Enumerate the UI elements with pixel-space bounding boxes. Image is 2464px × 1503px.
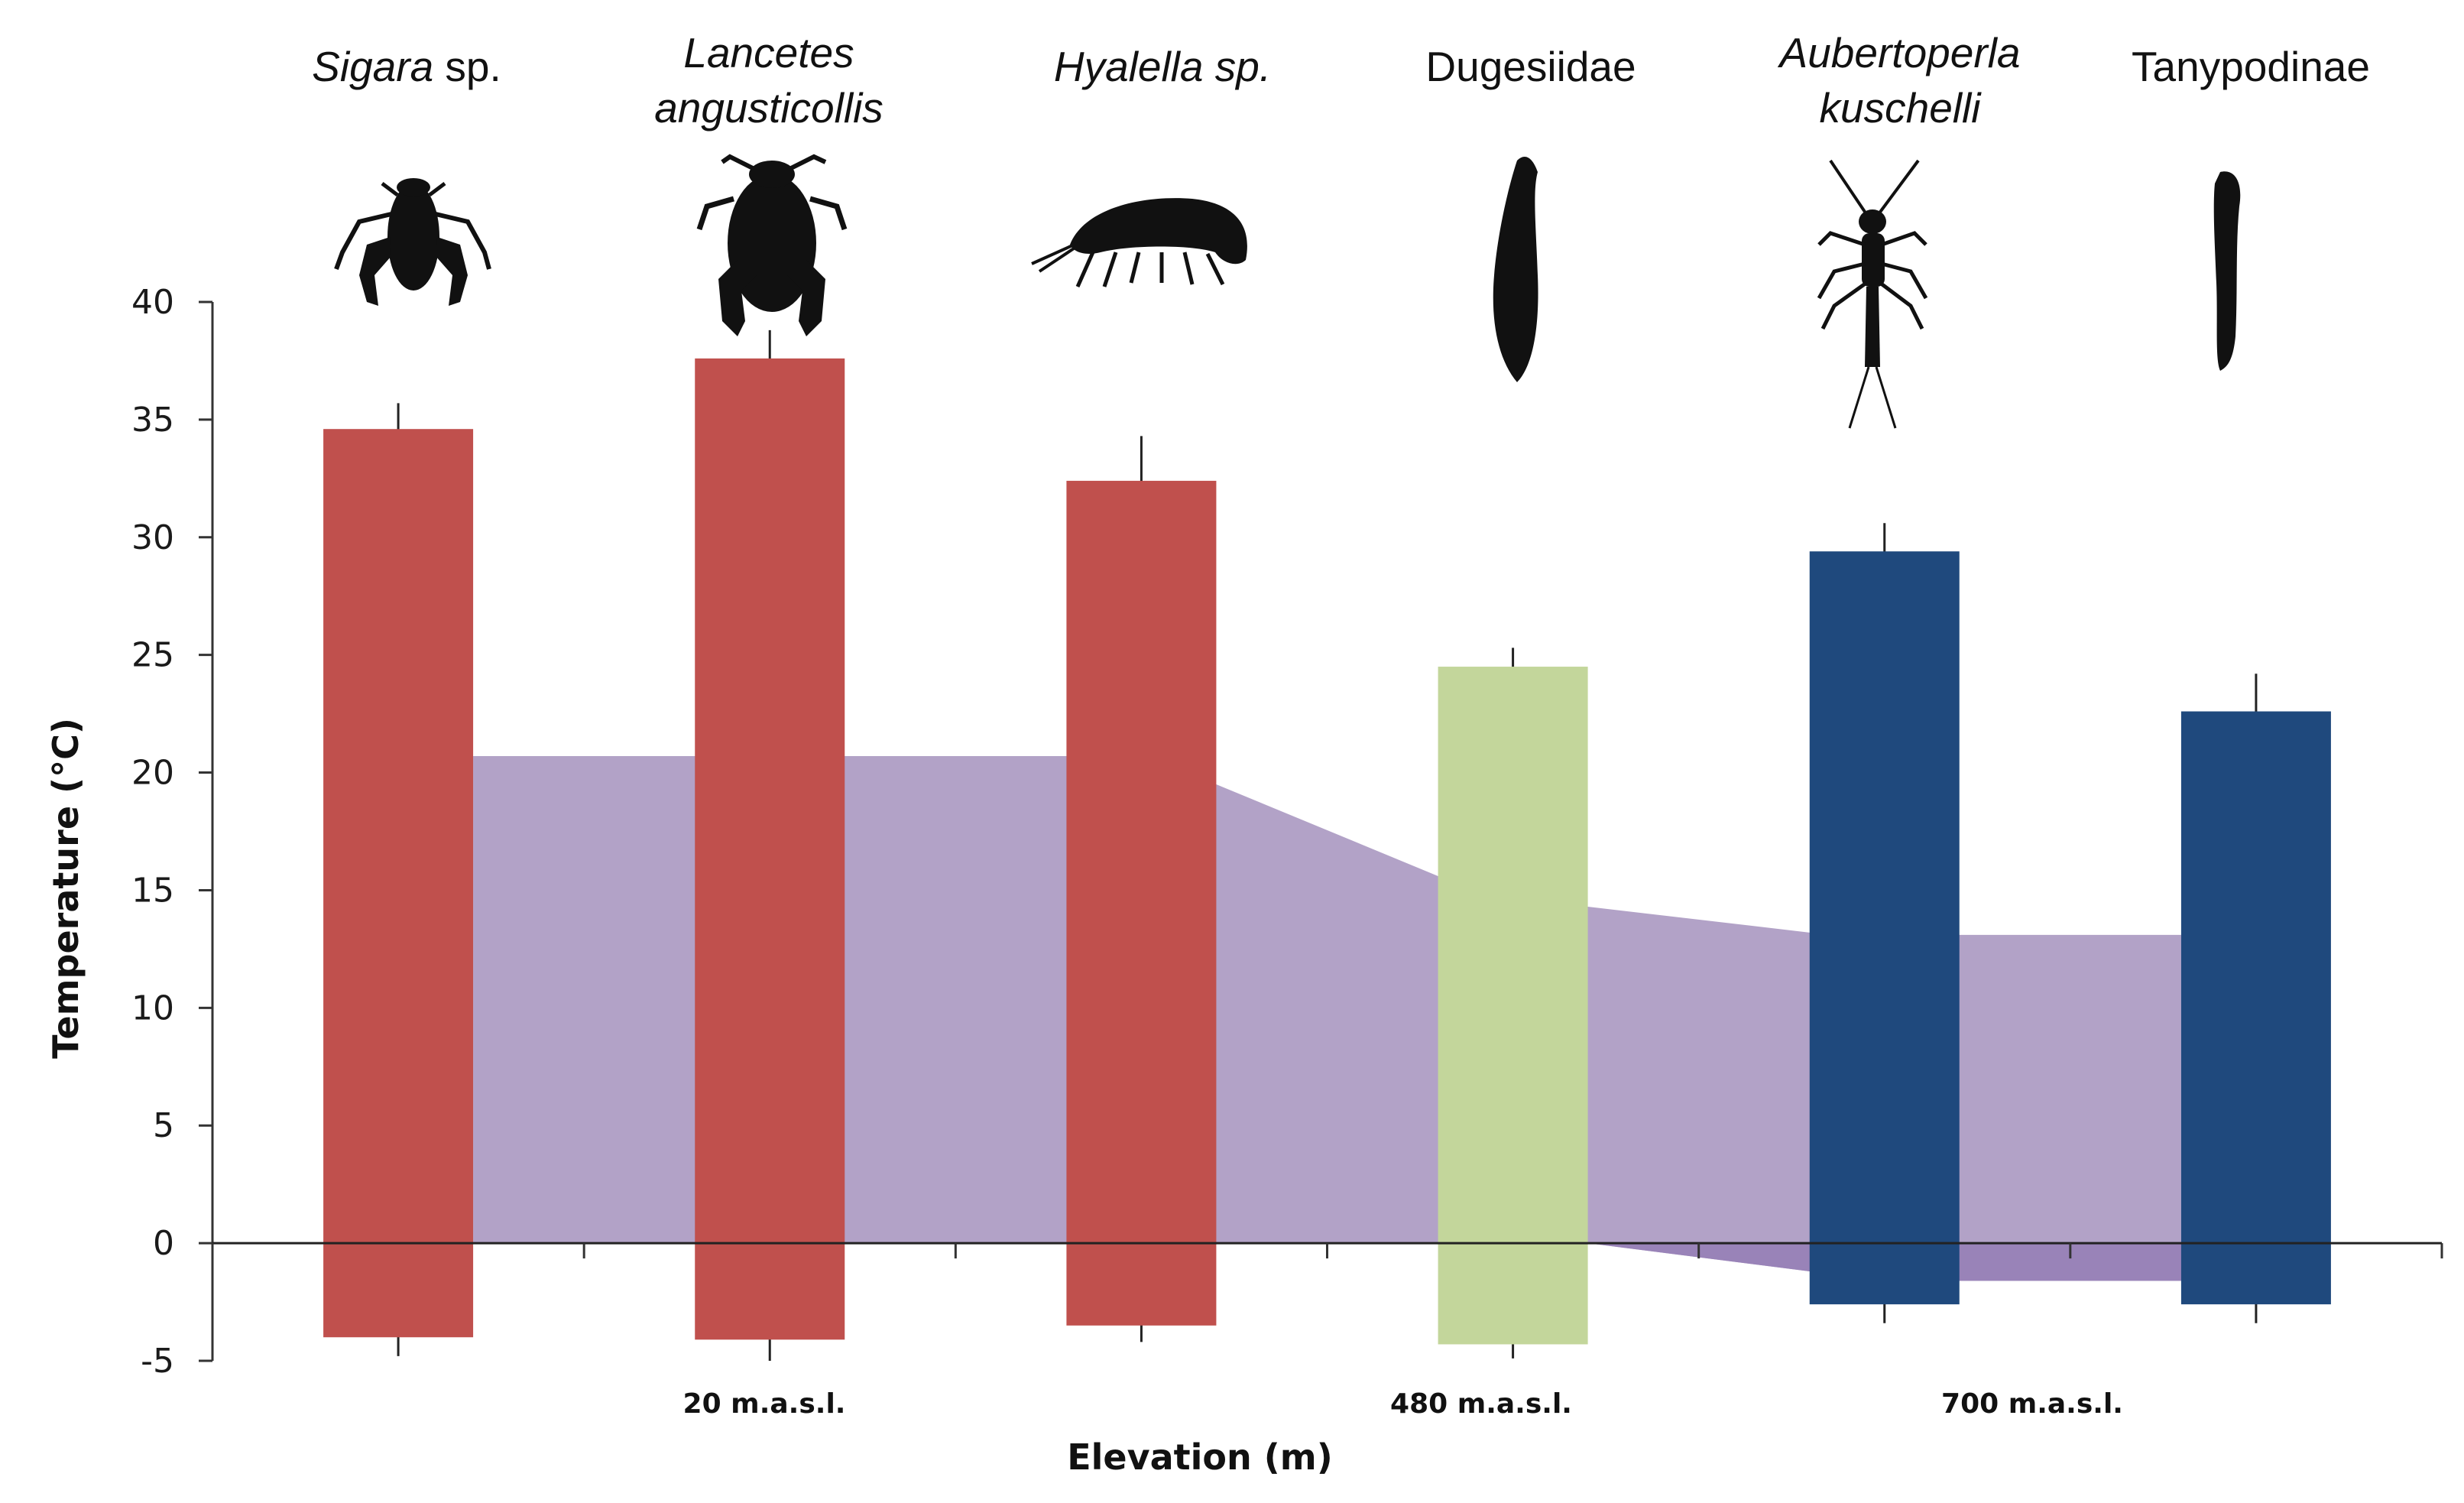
bar-lancetes-angusticollis [695, 358, 845, 1340]
elevation-label-480: 480 m.a.s.l. [1390, 1388, 1572, 1420]
y-axis-title: Temperature (°C) [45, 718, 86, 1059]
y-tick-label: 5 [153, 1106, 174, 1145]
bar-sigara-sp- [323, 429, 474, 1338]
taxon-label-tanypodinae: Tanypodinae [2132, 43, 2370, 90]
bar-dugesiidae [1438, 667, 1588, 1345]
y-tick-label: 20 [131, 754, 174, 793]
y-tick-label: 10 [131, 988, 174, 1027]
taxon-label-aubertoperla-2: kuschelli [1820, 84, 1983, 131]
water-boatman-icon [334, 178, 491, 306]
taxon-label-sigara: Sigara sp. [312, 43, 501, 90]
diving-beetle-icon [696, 154, 848, 336]
midge-larva-icon [2213, 171, 2241, 371]
temperature-band [473, 756, 2181, 1281]
elevation-label-20: 20 m.a.s.l. [683, 1388, 846, 1420]
bar-aubertoperla-kuschelli [1809, 551, 1960, 1305]
taxon-label-aubertoperla-1: Aubertoperla [1778, 29, 2021, 76]
y-tick-label: 40 [131, 283, 174, 322]
stonefly-nymph-icon [1817, 159, 1928, 429]
flatworm-icon [1493, 157, 1538, 382]
taxon-labels: Sigara sp. Lancetes angusticollis Hyalel… [312, 29, 2370, 131]
bar-tanypodinae [2180, 711, 2331, 1305]
y-tick-label: -5 [141, 1342, 174, 1381]
bar-hyalella-sp- [1066, 480, 1217, 1326]
y-tick-label: 15 [131, 871, 174, 910]
taxon-label-lancetes-1: Lancetes [683, 29, 854, 76]
temperature-band-area [473, 756, 2181, 1281]
axes: -5 0 5 10 15 20 25 30 35 40 [131, 283, 2443, 1381]
y-tick-label: 25 [131, 636, 174, 675]
taxon-label-lancetes-2: angusticollis [654, 84, 883, 131]
elevation-label-700: 700 m.a.s.l. [1941, 1388, 2123, 1420]
taxon-label-dugesiidae: Dugesiidae [1425, 43, 1636, 90]
taxon-label-hyalella: Hyalella sp. [1054, 43, 1271, 90]
y-tick-label: 30 [131, 518, 174, 557]
y-tick-label: 35 [131, 401, 174, 440]
amphipod-icon [1031, 198, 1247, 288]
x-axis-title: Elevation (m) [1067, 1436, 1333, 1478]
y-tick-label: 0 [153, 1224, 174, 1263]
bars [323, 329, 2331, 1361]
temperature-band-subzero [473, 1243, 2181, 1281]
